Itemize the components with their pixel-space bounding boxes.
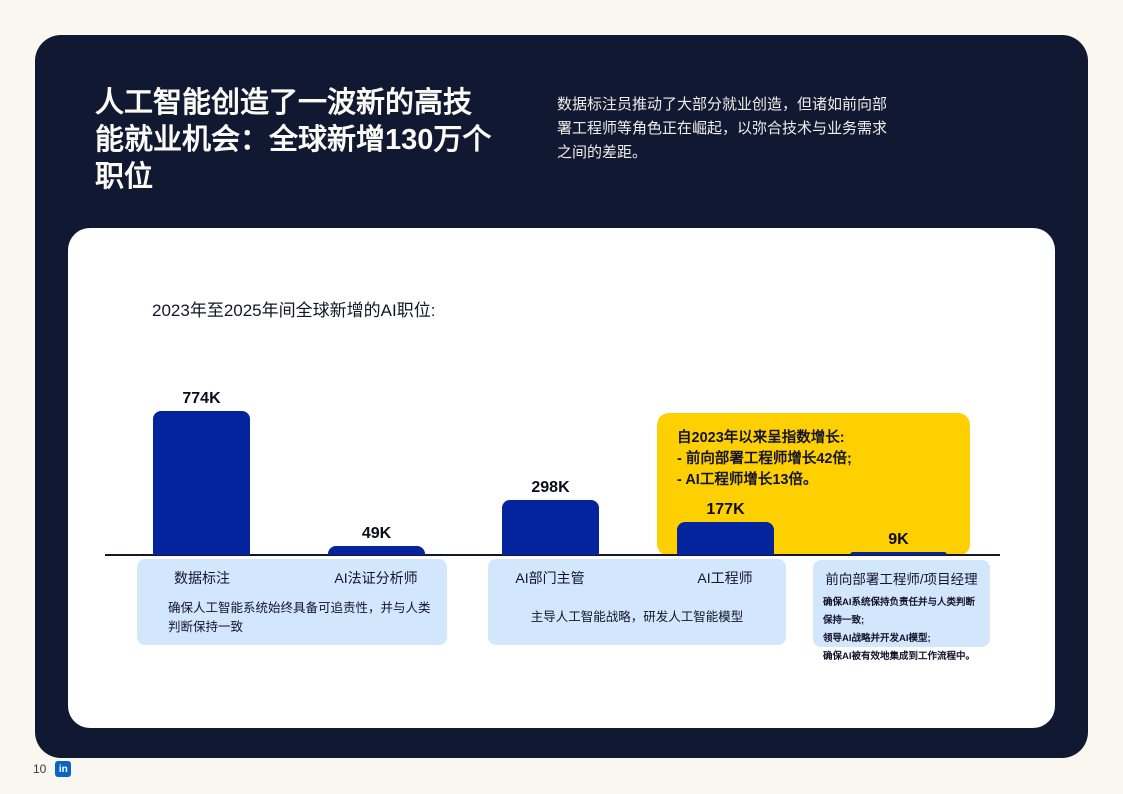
hero-card: 人工智能创造了一波新的高技 能就业机会：全球新增130万个 职位 数据标注员推动… [35, 35, 1088, 758]
bar-value-label: 177K [706, 501, 745, 518]
page-footer: 10 in [33, 758, 72, 780]
bar-data-annotation [153, 411, 250, 555]
category-group-box-2: AI部门主管 AI工程师 主导人工智能战略，研发人工智能模型 [488, 559, 786, 645]
category-group-description: 确保人工智能系统始终具备可追责性，并与人类判断保持一致 [168, 601, 431, 634]
category-group-box-1: 数据标注 AI法证分析师 确保人工智能系统始终具备可追责性，并与人类判断保持一致 [137, 559, 447, 645]
growth-callout-line: 自2023年以来呈指数增长: [677, 430, 845, 446]
category-description-line: 确保AI系统保持负责任并与人类判断保持一致; [823, 597, 976, 626]
hero-description: 数据标注员推动了大部分就业创造，但诸如前向部 署工程师等角色正在崛起，以弥合技术… [557, 93, 965, 165]
x-axis-line [105, 554, 1000, 556]
bar-column-ai-department-head: 298K [502, 479, 599, 555]
category-description-line: 领导AI战略并开发AI模型; [823, 633, 931, 644]
linkedin-icon: in [55, 761, 72, 777]
bar-column-ai-forensic-analyst: 49K [328, 525, 425, 555]
bar-value-label: 298K [531, 479, 570, 496]
bar-value-label: 774K [182, 390, 221, 407]
category-description-line: 确保AI被有效地集成到工作流程中。 [823, 651, 976, 662]
bar-ai-forensic-analyst [328, 546, 425, 555]
bar-column-ai-engineer: 177K [677, 501, 774, 555]
category-label-ai-forensic-analyst: AI法证分析师 [334, 570, 418, 586]
bar-column-data-annotation: 774K [153, 390, 250, 555]
chart-card: 2023年至2025年间全球新增的AI职位: 自2023年以来呈指数增长: - … [68, 228, 1055, 728]
bar-value-label: 49K [361, 525, 392, 542]
hero-description-line: 署工程师等角色正在崛起，以弥合技术与业务需求 [557, 120, 888, 137]
bar-ai-engineer [677, 522, 774, 555]
bar-column-forward-deployed-engineer: 9K [850, 531, 947, 555]
hero-description-line: 数据标注员推动了大部分就业创造，但诸如前向部 [557, 96, 888, 113]
category-label-data-annotation: 数据标注 [174, 570, 230, 586]
category-label-ai-department-head: AI部门主管 [515, 570, 585, 586]
hero-description-line: 之间的差距。 [557, 144, 648, 161]
bar-forward-deployed-engineer [850, 552, 947, 555]
category-group-description: 确保AI系统保持负责任并与人类判断保持一致; 领导AI战略并开发AI模型; 确保… [823, 594, 983, 666]
bar-ai-department-head [502, 500, 599, 555]
page-title-line: 人工智能创造了一波新的高技 [95, 87, 473, 119]
bar-value-label: 9K [888, 531, 909, 548]
page-number: 10 [33, 762, 47, 776]
page-title: 人工智能创造了一波新的高技 能就业机会：全球新增130万个 职位 [95, 85, 535, 196]
growth-callout-line: - 前向部署工程师增长42倍; [677, 451, 852, 467]
category-label-ai-engineer: AI工程师 [697, 570, 753, 586]
category-group-box-3: 前向部署工程师/项目经理 确保AI系统保持负责任并与人类判断保持一致; 领导AI… [813, 560, 990, 662]
page-title-line: 能就业机会：全球新增130万个 [95, 124, 492, 156]
category-group-description: 主导人工智能战略，研发人工智能模型 [530, 610, 744, 624]
page-title-line: 职位 [95, 161, 154, 193]
growth-callout-line: - AI工程师增长13倍。 [677, 472, 818, 488]
chart-title: 2023年至2025年间全球新增的AI职位: [152, 301, 436, 320]
category-label-forward-deployed-engineer: 前向部署工程师/项目经理 [825, 572, 978, 587]
